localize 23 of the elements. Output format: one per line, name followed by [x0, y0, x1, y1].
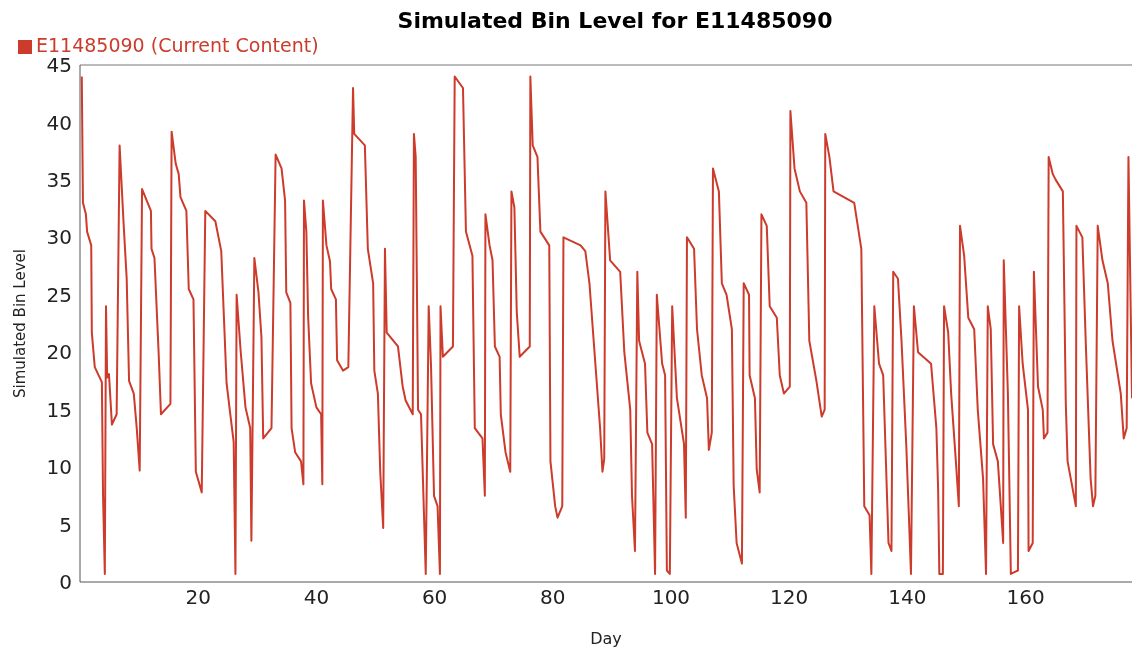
y-tick-label: 45	[46, 53, 72, 78]
y-axis-title: Simulated Bin Level	[11, 249, 30, 398]
x-axis-title: Day	[590, 629, 622, 648]
y-tick-label: 15	[46, 397, 72, 422]
x-tick-label: 80	[540, 585, 566, 610]
y-tick-label: 0	[59, 570, 72, 595]
y-tick-label: 35	[46, 167, 72, 192]
y-tick-label: 30	[46, 225, 72, 250]
y-tick-label: 25	[46, 282, 72, 307]
x-tick-label: 100	[651, 585, 691, 610]
y-tick-label: 5	[59, 512, 72, 537]
y-tick-label: 10	[46, 455, 72, 480]
y-tick-label: 40	[46, 110, 72, 135]
x-tick-label: 40	[303, 585, 330, 610]
x-tick-label: 120	[770, 585, 809, 610]
x-tick-label: 160	[1006, 585, 1045, 610]
x-tick-label: 20	[185, 585, 211, 610]
chart-title: Simulated Bin Level for E11485090	[396, 8, 834, 34]
line-series	[80, 75, 1132, 575]
x-tick-label: 140	[888, 585, 927, 610]
x-tick-label: 60	[421, 585, 448, 610]
legend-label: E11485090 (Current Content)	[36, 34, 319, 56]
y-tick-label: 20	[46, 340, 72, 365]
